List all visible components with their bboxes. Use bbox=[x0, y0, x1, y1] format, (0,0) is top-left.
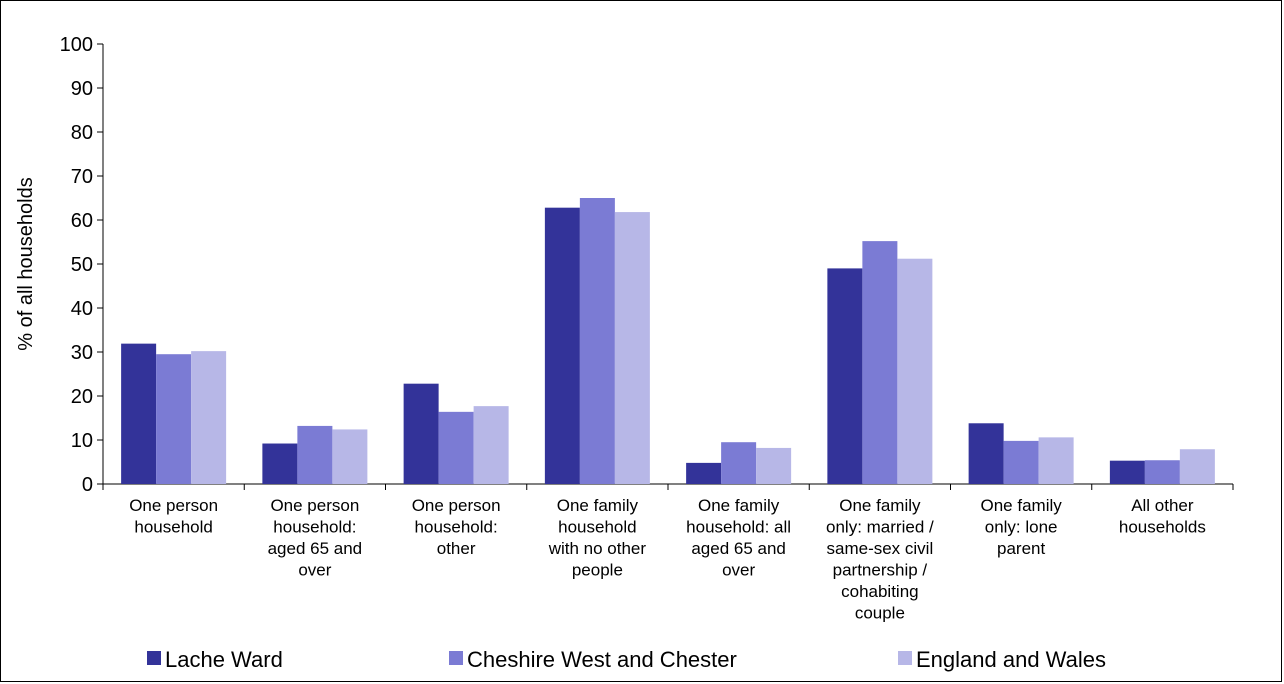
bar-cheshire-west-and-chester bbox=[1144, 460, 1180, 484]
y-tick-label: 50 bbox=[71, 254, 93, 276]
legend-label-lache-ward: Lache Ward bbox=[165, 647, 283, 672]
legend-swatch-cheshire-west-and-chester bbox=[449, 651, 463, 665]
y-tick-label: 70 bbox=[71, 166, 93, 188]
x-axis-labels: One person household One person household: a… bbox=[129, 496, 1206, 623]
bar-cheshire-west-and-chester bbox=[156, 354, 192, 484]
bar-lache-ward bbox=[544, 207, 580, 484]
bar-lache-ward bbox=[827, 268, 863, 484]
bar-lache-ward bbox=[1109, 460, 1145, 484]
bar-england-and-wales bbox=[1038, 437, 1074, 484]
x-category-label: One family only: married / same-sex civil p… bbox=[826, 496, 934, 623]
y-tick-label: 30 bbox=[71, 342, 93, 364]
bar-lache-ward bbox=[262, 443, 298, 484]
bar-england-and-wales bbox=[1179, 449, 1215, 484]
bar-cheshire-west-and-chester bbox=[1003, 440, 1039, 484]
x-category-label: One person household bbox=[129, 496, 218, 537]
bar-england-and-wales bbox=[473, 406, 509, 484]
y-tick-label: 90 bbox=[71, 78, 93, 100]
y-tick-label: 0 bbox=[82, 474, 93, 496]
bar-cheshire-west-and-chester bbox=[438, 411, 474, 484]
bar-lache-ward bbox=[686, 462, 722, 484]
bar-cheshire-west-and-chester bbox=[862, 241, 898, 484]
bar-cheshire-west-and-chester bbox=[579, 198, 615, 484]
bar-cheshire-west-and-chester bbox=[297, 425, 333, 484]
legend-swatch-lache-ward bbox=[147, 651, 161, 665]
x-category-label: All other households bbox=[1119, 496, 1206, 537]
y-tick-label: 60 bbox=[71, 210, 93, 232]
axes: 0 10 20 30 40 50 60 70 80 90 100 bbox=[60, 34, 1234, 496]
bar-england-and-wales bbox=[614, 212, 650, 484]
bar-lache-ward bbox=[403, 383, 439, 484]
y-tick-label: 80 bbox=[71, 122, 93, 144]
bar-england-and-wales bbox=[191, 351, 227, 484]
x-category-label: One family household with no other people bbox=[548, 496, 647, 580]
legend-label-england-and-wales: England and Wales bbox=[916, 647, 1106, 672]
x-category-label: One family only: lone parent bbox=[981, 496, 1063, 558]
y-tick-label: 100 bbox=[60, 34, 93, 56]
bar-cheshire-west-and-chester bbox=[721, 442, 757, 484]
bar-lache-ward bbox=[121, 343, 157, 484]
y-tick-label: 20 bbox=[71, 386, 93, 408]
x-category-label: One family household: all aged 65 and over bbox=[686, 496, 791, 580]
legend-label-cheshire-west-and-chester: Cheshire West and Chester bbox=[467, 647, 737, 672]
y-tick-label: 40 bbox=[71, 298, 93, 320]
x-category-label: One person household: other bbox=[412, 496, 501, 558]
y-tick-label: 10 bbox=[71, 430, 93, 452]
bar-england-and-wales bbox=[756, 447, 792, 484]
bar-lache-ward bbox=[968, 423, 1004, 484]
legend-swatch-england-and-wales bbox=[898, 651, 912, 665]
legend: Lache Ward Cheshire West and Chester Engla… bbox=[147, 647, 1106, 672]
bar-england-and-wales bbox=[897, 258, 933, 484]
x-category-label: One person household: aged 65 and over bbox=[268, 496, 363, 580]
bar-england-and-wales bbox=[332, 429, 368, 484]
y-axis-title: % of all households bbox=[15, 177, 37, 350]
bars bbox=[121, 198, 1215, 484]
